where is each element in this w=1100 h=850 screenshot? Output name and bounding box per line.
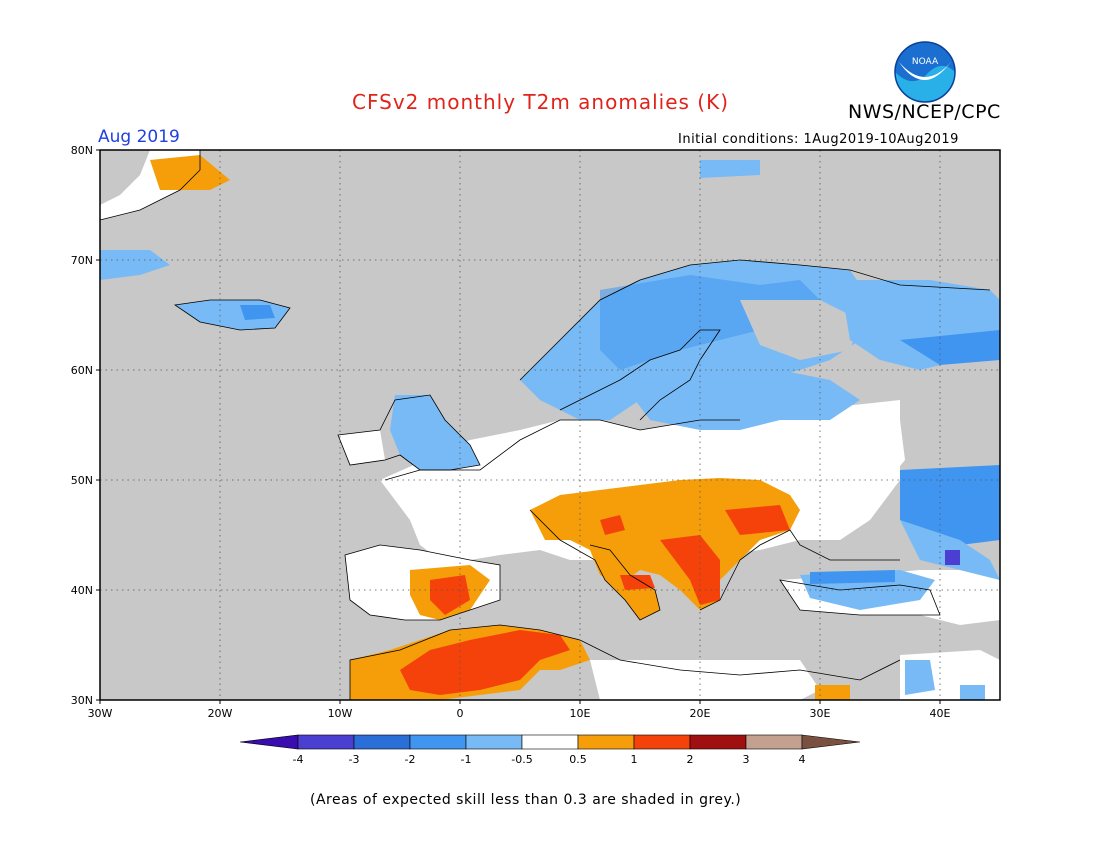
colorbar-bin-3 <box>409 734 467 750</box>
colorbar-tick-label: 2 <box>687 753 694 766</box>
colorbar-bin-2 <box>353 734 411 750</box>
lat-label-40n: 40N <box>71 584 93 597</box>
colorbar-bin-9 <box>745 734 803 750</box>
lat-label-60n: 60N <box>71 364 93 377</box>
colorbar-bin-7 <box>633 734 691 750</box>
lon-label-10e: 10E <box>570 707 591 720</box>
colorbar-tick-label: -1 <box>461 753 472 766</box>
colorbar-tick-label: 0.5 <box>569 753 587 766</box>
colorbar-tick-label: -3 <box>349 753 360 766</box>
initial-conditions: Initial conditions: 1Aug2019-10Aug2019 <box>678 132 959 147</box>
graticule <box>100 150 1000 700</box>
axis-ticks <box>96 149 941 704</box>
colorbar-tick-label: -4 <box>293 753 304 766</box>
lat-label-80n: 80N <box>71 144 93 157</box>
colorbar-bin-4 <box>465 734 523 750</box>
lat-label-70n: 70N <box>71 254 93 267</box>
colorbar-tick-label: -2 <box>405 753 416 766</box>
anomaly-fields <box>100 150 1000 700</box>
lon-label-20e: 20E <box>690 707 711 720</box>
skill-footnote: (Areas of expected skill less than 0.3 a… <box>310 792 742 808</box>
lon-label-30w: 30W <box>88 707 113 720</box>
lon-label-0: 0 <box>457 707 464 720</box>
colorbar-labels: -4 -3 -2 -1 -0.5 0.5 1 2 3 4 <box>293 753 806 766</box>
lon-label-40e: 40E <box>930 707 951 720</box>
agency-label: NWS/NCEP/CPC <box>848 101 1001 123</box>
colorbar-bin-5 <box>521 734 579 750</box>
colorbar-bin-1 <box>297 734 355 750</box>
map-frame <box>99 149 1001 701</box>
colorbar-tick-label: 4 <box>799 753 806 766</box>
colorbar-bin-0 <box>239 734 299 750</box>
colorbar <box>239 734 861 750</box>
noaa-logo: NOAA <box>894 41 956 103</box>
lon-label-20w: 20W <box>208 707 233 720</box>
lat-label-30n: 30N <box>71 694 93 707</box>
colorbar-bin-6 <box>577 734 635 750</box>
map-title: CFSv2 monthly T2m anomalies (K) <box>352 90 729 114</box>
colorbar-tick-label: 1 <box>631 753 638 766</box>
forecast-month: Aug 2019 <box>98 127 180 147</box>
colorbar-tick-label: 3 <box>743 753 750 766</box>
svg-text:NOAA: NOAA <box>912 57 939 67</box>
colorbar-bin-8 <box>689 734 747 750</box>
colorbar-tick-label: -0.5 <box>511 753 532 766</box>
colorbar-bin-10 <box>801 734 861 750</box>
lat-label-50n: 50N <box>71 474 93 487</box>
lon-label-30e: 30E <box>810 707 831 720</box>
lon-label-10w: 10W <box>328 707 353 720</box>
